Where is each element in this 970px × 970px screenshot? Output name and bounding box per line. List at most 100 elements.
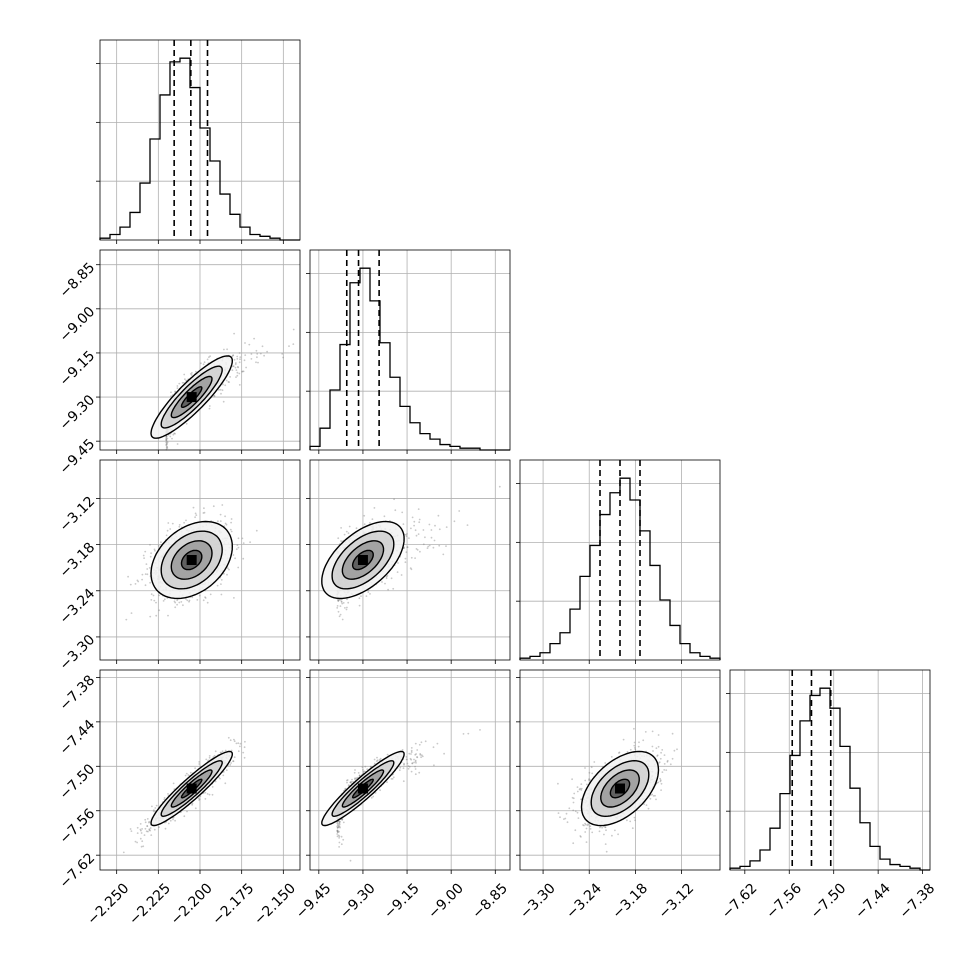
scatter-point bbox=[134, 583, 137, 585]
scatter-point bbox=[393, 498, 395, 501]
scatter-point bbox=[154, 549, 156, 552]
scatter-point bbox=[638, 741, 640, 744]
scatter-point bbox=[202, 363, 205, 366]
scatter-point bbox=[241, 370, 243, 373]
scatter-point bbox=[233, 332, 236, 335]
scatter-point bbox=[406, 546, 409, 549]
scatter-point bbox=[143, 834, 146, 836]
scatter-point bbox=[141, 828, 144, 830]
scatter-point bbox=[195, 514, 198, 516]
scatter-point bbox=[166, 441, 169, 444]
histogram-step-line bbox=[309, 267, 510, 451]
scatter-point bbox=[355, 527, 358, 530]
scatter-point bbox=[408, 752, 411, 755]
scatter-point bbox=[354, 778, 356, 780]
scatter-point bbox=[336, 605, 339, 607]
scatter-point bbox=[414, 529, 417, 532]
scatter-point bbox=[410, 751, 413, 753]
scatter-point bbox=[208, 405, 211, 407]
scatter-point bbox=[209, 355, 212, 358]
scatter-point bbox=[358, 604, 361, 607]
scatter-point bbox=[211, 786, 214, 788]
scatter-point bbox=[430, 536, 433, 539]
scatter-point bbox=[235, 742, 238, 745]
scatter-point bbox=[189, 373, 192, 375]
scatter-point bbox=[436, 742, 439, 745]
scatter-point bbox=[367, 591, 370, 593]
scatter-point bbox=[186, 810, 188, 813]
scatter-point bbox=[236, 358, 239, 360]
scatter-point bbox=[243, 746, 246, 749]
scatter-point bbox=[164, 827, 167, 830]
scatter-point bbox=[176, 443, 179, 445]
scatter-point bbox=[413, 524, 415, 527]
pair-panel-2-3 bbox=[516, 669, 721, 874]
scatter-point bbox=[236, 355, 239, 358]
scatter-point bbox=[242, 370, 245, 373]
scatter-point bbox=[409, 757, 412, 760]
scatter-point bbox=[229, 764, 232, 766]
scatter-point bbox=[149, 615, 152, 618]
scatter-point bbox=[386, 781, 388, 784]
scatter-point bbox=[340, 527, 342, 529]
histogram-panel-1 bbox=[306, 249, 511, 454]
scatter-point bbox=[155, 614, 158, 617]
scatter-point bbox=[228, 381, 231, 383]
scatter-point bbox=[198, 763, 201, 765]
scatter-point bbox=[233, 358, 236, 361]
scatter-point bbox=[410, 527, 412, 530]
scatter-point bbox=[422, 529, 425, 531]
scatter-point bbox=[148, 567, 151, 569]
contour-line bbox=[180, 386, 203, 408]
scatter-point bbox=[568, 807, 571, 810]
scatter-point bbox=[344, 607, 346, 609]
scatter-point bbox=[379, 789, 381, 792]
scatter-point bbox=[337, 831, 339, 834]
scatter-point bbox=[414, 773, 417, 776]
scatter-point bbox=[230, 762, 233, 764]
scatter-point bbox=[208, 756, 211, 759]
scatter-point bbox=[146, 573, 149, 576]
scatter-point bbox=[220, 583, 222, 585]
scatter-point bbox=[238, 352, 241, 354]
scatter-point bbox=[158, 609, 161, 612]
scatter-point bbox=[231, 365, 234, 368]
scatter-point bbox=[237, 566, 240, 569]
scatter-point bbox=[234, 363, 237, 366]
scatter-point bbox=[136, 826, 139, 829]
scatter-point bbox=[415, 762, 417, 764]
scatter-point bbox=[589, 825, 592, 828]
scatter-point bbox=[137, 580, 140, 583]
scatter-point bbox=[659, 757, 662, 760]
scatter-point bbox=[405, 533, 407, 536]
scatter-point bbox=[204, 798, 207, 800]
scatter-point bbox=[221, 389, 224, 392]
scatter-point bbox=[372, 795, 375, 798]
scatter-point bbox=[130, 612, 133, 614]
scatter-point bbox=[236, 544, 239, 547]
scatter-point bbox=[398, 769, 401, 772]
scatter-point bbox=[239, 745, 241, 748]
scatter-point bbox=[373, 758, 376, 761]
panel-frame bbox=[729, 669, 931, 871]
scatter-point bbox=[586, 783, 588, 786]
scatter-point bbox=[369, 593, 371, 595]
scatter-point bbox=[178, 382, 181, 385]
scatter-point bbox=[149, 555, 152, 558]
scatter-point bbox=[219, 777, 221, 780]
scatter-point bbox=[378, 758, 381, 761]
scatter-point bbox=[358, 597, 361, 600]
scatter-point bbox=[337, 610, 340, 613]
density-core bbox=[186, 555, 197, 565]
scatter-point bbox=[230, 521, 233, 524]
scatter-point bbox=[220, 579, 223, 581]
scatter-point bbox=[349, 859, 352, 862]
scatter-point bbox=[407, 767, 410, 770]
scatter-point bbox=[420, 756, 422, 759]
scatter-point bbox=[149, 543, 151, 546]
scatter-point bbox=[203, 507, 205, 510]
scatter-point bbox=[339, 605, 342, 607]
scatter-point bbox=[418, 518, 421, 521]
scatter-point bbox=[633, 741, 636, 744]
